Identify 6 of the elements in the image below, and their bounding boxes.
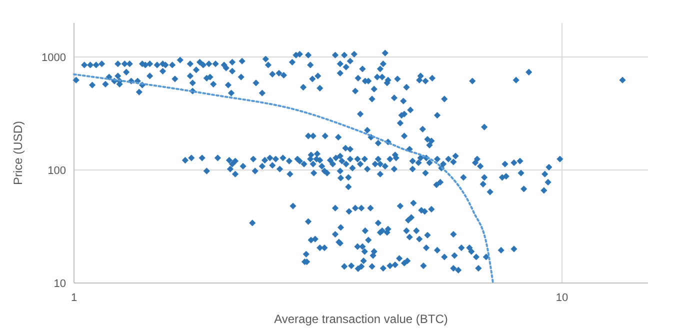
- y-tick-label: 1000: [42, 52, 66, 64]
- y-tick-label: 10: [54, 278, 66, 290]
- x-axis-title: Average transaction value (BTC): [274, 312, 448, 326]
- y-axis-title: Price (USD): [11, 120, 25, 186]
- x-tick-label: 1: [70, 292, 78, 304]
- y-tick-label: 100: [48, 164, 66, 177]
